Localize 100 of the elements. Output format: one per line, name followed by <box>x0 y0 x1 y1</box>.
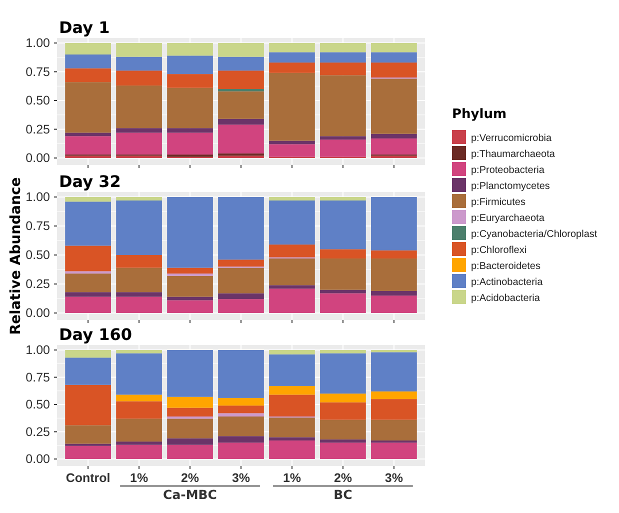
bar <box>269 258 315 286</box>
bar <box>65 384 111 426</box>
y-tick-label: 0.50 <box>26 398 50 412</box>
bar <box>167 56 213 74</box>
x-tick-label: Control <box>66 470 110 485</box>
y-tick-label: 1.00 <box>26 36 50 50</box>
bar <box>65 132 111 136</box>
legend-label: p:Verrucomicrobia <box>471 133 552 144</box>
bar <box>167 74 213 88</box>
bar <box>269 354 315 386</box>
bar <box>269 72 315 141</box>
bar <box>320 439 366 443</box>
bar <box>320 293 366 313</box>
bar <box>218 436 264 443</box>
bar <box>269 62 315 73</box>
bar <box>218 413 264 416</box>
bar <box>65 350 111 358</box>
bar <box>371 290 417 296</box>
y-tick-label: 0.25 <box>26 424 50 439</box>
bar <box>269 350 315 354</box>
bar <box>167 197 213 268</box>
bar <box>65 136 111 155</box>
chart-title: Day 32 <box>59 172 121 191</box>
bar <box>320 197 366 200</box>
bar <box>371 399 417 420</box>
bar <box>371 78 417 134</box>
bar <box>65 246 111 272</box>
bar <box>371 52 417 63</box>
bar <box>269 440 315 459</box>
bar <box>65 271 111 274</box>
x-tick-label: 3% <box>232 470 250 485</box>
bar <box>218 56 264 71</box>
bar <box>218 350 264 398</box>
legend-label: p:Cyanobacteria/Chloroplast <box>471 229 598 240</box>
text: BC <box>334 487 352 502</box>
bar <box>371 62 417 78</box>
bar <box>320 52 366 63</box>
y-tick-label: 0.00 <box>26 151 50 165</box>
bar <box>167 88 213 128</box>
legend-label: p:Bacteroidetes <box>471 261 540 272</box>
bar <box>116 394 162 402</box>
x-tick-label: 3% <box>384 470 403 485</box>
bar <box>116 56 162 71</box>
bar <box>269 285 315 289</box>
bar <box>320 350 366 354</box>
bar <box>116 197 162 200</box>
bar <box>320 200 366 250</box>
legend-label: p:Planctomycetes <box>471 181 550 192</box>
bar <box>320 290 366 294</box>
bar <box>116 418 162 442</box>
y-tick-label: 0.75 <box>26 370 50 384</box>
y-tick-label: 0.50 <box>26 94 50 108</box>
bar <box>167 128 213 133</box>
bar <box>65 425 111 444</box>
legend-label: p:Thaumarchaeota <box>471 149 556 160</box>
y-tick-label: 1.00 <box>26 190 50 204</box>
bar <box>65 292 111 297</box>
bar <box>218 260 264 267</box>
bar <box>167 396 213 408</box>
bar <box>218 197 264 260</box>
bar <box>65 54 111 68</box>
bar <box>269 144 315 157</box>
bar <box>116 353 162 395</box>
bar <box>116 128 162 133</box>
bar <box>116 292 162 297</box>
bar <box>167 408 213 416</box>
legend-title: Phylum <box>452 107 507 122</box>
bar <box>218 268 264 294</box>
bar <box>65 43 111 54</box>
y-tick-label: 0.25 <box>26 277 50 291</box>
bar <box>116 43 162 57</box>
bar <box>269 43 315 52</box>
bar <box>167 350 213 397</box>
y-axis-title: Relative Abundance <box>8 177 24 335</box>
bar <box>167 438 213 445</box>
legend-label: p:Proteobacteria <box>471 165 545 176</box>
bar <box>320 402 366 420</box>
bar <box>116 132 162 155</box>
bar <box>269 244 315 258</box>
bar <box>218 124 264 154</box>
bar <box>218 43 264 57</box>
bar <box>269 288 315 313</box>
bar <box>218 91 264 119</box>
bar <box>269 418 315 438</box>
bar <box>116 200 162 255</box>
bar <box>116 444 162 459</box>
bar <box>116 70 162 86</box>
bar <box>371 138 417 155</box>
legend-label: p:Firmicutes <box>471 197 526 208</box>
bar <box>269 386 315 395</box>
bar <box>65 82 111 133</box>
y-tick-label: 0.00 <box>26 452 50 466</box>
bar <box>167 268 213 274</box>
bar <box>371 197 417 250</box>
bar <box>116 350 162 354</box>
bar <box>320 258 366 290</box>
bar <box>320 62 366 76</box>
bar <box>269 52 315 63</box>
text: Ca-MBC <box>163 487 217 502</box>
bar <box>218 293 264 300</box>
